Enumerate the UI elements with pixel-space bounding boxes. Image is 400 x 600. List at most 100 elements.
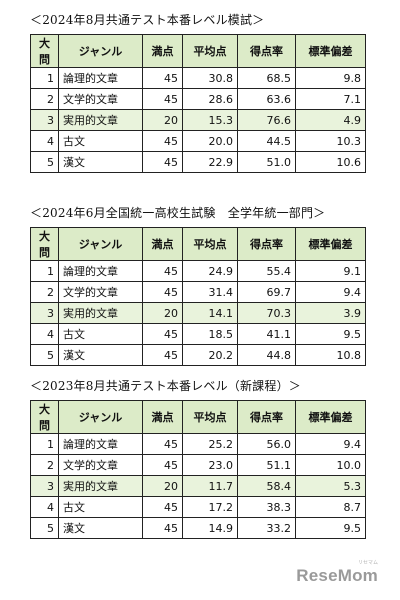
score-table: 大問 ジャンル 満点 平均点 得点率 標準偏差 1 論理的文章 45 25.2 56.0… — [30, 400, 366, 539]
header-row: 大問 ジャンル 満点 平均点 得点率 標準偏差 — [30, 34, 366, 68]
cell-score-rate: 44.5 — [237, 130, 296, 152]
cell-full-score: 45 — [142, 496, 183, 518]
header-genre: ジャンル — [58, 400, 143, 434]
table-row: 4 古文 45 18.5 41.1 9.5 — [30, 323, 366, 345]
cell-full-score: 45 — [142, 433, 183, 455]
table-row: 5 漢文 45 20.2 44.8 10.8 — [30, 344, 366, 366]
table-row: 4 古文 45 20.0 44.5 10.3 — [30, 130, 366, 152]
section-title: ＜2024年8月共通テスト本番レベル模試＞ — [30, 13, 265, 27]
cell-average: 30.8 — [182, 67, 238, 89]
header-full-score: 満点 — [142, 400, 183, 434]
cell-genre: 古文 — [58, 496, 143, 518]
cell-question-no: 3 — [30, 475, 59, 497]
cell-score-rate: 68.5 — [237, 67, 296, 89]
cell-question-no: 1 — [30, 260, 59, 282]
cell-score-rate: 56.0 — [237, 433, 296, 455]
cell-score-rate: 63.6 — [237, 88, 296, 110]
cell-average: 31.4 — [182, 281, 238, 303]
cell-average: 28.6 — [182, 88, 238, 110]
cell-genre: 漢文 — [58, 151, 143, 173]
cell-score-rate: 38.3 — [237, 496, 296, 518]
header-std-dev: 標準偏差 — [295, 227, 366, 261]
header-score-rate: 得点率 — [237, 227, 296, 261]
cell-question-no: 3 — [30, 109, 59, 131]
cell-average: 22.9 — [182, 151, 238, 173]
table-row: 1 論理的文章 45 30.8 68.5 9.8 — [30, 67, 366, 89]
header-question: 大問 — [30, 34, 59, 68]
cell-average: 17.2 — [182, 496, 238, 518]
cell-score-rate: 41.1 — [237, 323, 296, 345]
cell-average: 20.0 — [182, 130, 238, 152]
table-row: 5 漢文 45 14.9 33.2 9.5 — [30, 517, 366, 539]
cell-question-no: 2 — [30, 454, 59, 476]
section-2024-jun: ＜2024年6月全国統一高校生試験 全学年統一部門＞ 大問 ジャンル 満点 平均… — [30, 203, 370, 366]
cell-genre: 文学的文章 — [58, 454, 143, 476]
cell-std-dev: 9.8 — [295, 67, 366, 89]
cell-std-dev: 10.8 — [295, 344, 366, 366]
cell-score-rate: 76.6 — [237, 109, 296, 131]
table-row: 1 論理的文章 45 24.9 55.4 9.1 — [30, 260, 366, 282]
section-title: ＜2024年6月全国統一高校生試験 全学年統一部門＞ — [30, 206, 326, 220]
cell-question-no: 2 — [30, 281, 59, 303]
cell-std-dev: 9.1 — [295, 260, 366, 282]
cell-std-dev: 8.7 — [295, 496, 366, 518]
logo-subtext: リセマム — [357, 560, 378, 566]
table-row: 3 実用的文章 20 15.3 76.6 4.9 — [30, 109, 366, 131]
header-row: 大問 ジャンル 満点 平均点 得点率 標準偏差 — [30, 227, 366, 261]
header-full-score: 満点 — [142, 34, 183, 68]
cell-genre: 実用的文章 — [58, 302, 143, 324]
cell-std-dev: 9.5 — [295, 517, 366, 539]
resemom-logo: ReseMom — [296, 566, 378, 585]
cell-score-rate: 51.1 — [237, 454, 296, 476]
cell-question-no: 2 — [30, 88, 59, 110]
cell-question-no: 4 — [30, 496, 59, 518]
cell-question-no: 3 — [30, 302, 59, 324]
table-row: 3 実用的文章 20 11.7 58.4 5.3 — [30, 475, 366, 497]
header-genre: ジャンル — [58, 227, 143, 261]
header-std-dev: 標準偏差 — [295, 400, 366, 434]
table-row: 3 実用的文章 20 14.1 70.3 3.9 — [30, 302, 366, 324]
header-question: 大問 — [30, 400, 59, 434]
cell-full-score: 20 — [142, 109, 183, 131]
cell-score-rate: 58.4 — [237, 475, 296, 497]
cell-genre: 漢文 — [58, 517, 143, 539]
cell-full-score: 45 — [142, 454, 183, 476]
cell-genre: 古文 — [58, 130, 143, 152]
cell-genre: 文学的文章 — [58, 88, 143, 110]
cell-full-score: 45 — [142, 517, 183, 539]
cell-average: 24.9 — [182, 260, 238, 282]
cell-average: 14.9 — [182, 517, 238, 539]
cell-full-score: 45 — [142, 281, 183, 303]
cell-full-score: 45 — [142, 130, 183, 152]
cell-full-score: 45 — [142, 323, 183, 345]
cell-std-dev: 9.5 — [295, 323, 366, 345]
cell-average: 14.1 — [182, 302, 238, 324]
cell-genre: 古文 — [58, 323, 143, 345]
cell-average: 20.2 — [182, 344, 238, 366]
cell-full-score: 45 — [142, 67, 183, 89]
cell-std-dev: 9.4 — [295, 433, 366, 455]
cell-std-dev: 7.1 — [295, 88, 366, 110]
cell-genre: 論理的文章 — [58, 433, 143, 455]
header-question: 大問 — [30, 227, 59, 261]
cell-score-rate: 44.8 — [237, 344, 296, 366]
table-row: 2 文学的文章 45 31.4 69.7 9.4 — [30, 281, 366, 303]
cell-full-score: 20 — [142, 475, 183, 497]
score-table: 大問 ジャンル 満点 平均点 得点率 標準偏差 1 論理的文章 45 24.9 55.4… — [30, 227, 366, 366]
cell-score-rate: 51.0 — [237, 151, 296, 173]
cell-genre: 実用的文章 — [58, 109, 143, 131]
header-average: 平均点 — [182, 34, 238, 68]
cell-question-no: 5 — [30, 344, 59, 366]
cell-question-no: 4 — [30, 323, 59, 345]
cell-average: 23.0 — [182, 454, 238, 476]
table-row: 5 漢文 45 22.9 51.0 10.6 — [30, 151, 366, 173]
cell-question-no: 4 — [30, 130, 59, 152]
cell-average: 11.7 — [182, 475, 238, 497]
cell-full-score: 45 — [142, 88, 183, 110]
header-genre: ジャンル — [58, 34, 143, 68]
cell-std-dev: 9.4 — [295, 281, 366, 303]
cell-score-rate: 55.4 — [237, 260, 296, 282]
cell-full-score: 20 — [142, 302, 183, 324]
cell-genre: 論理的文章 — [58, 260, 143, 282]
header-score-rate: 得点率 — [237, 34, 296, 68]
